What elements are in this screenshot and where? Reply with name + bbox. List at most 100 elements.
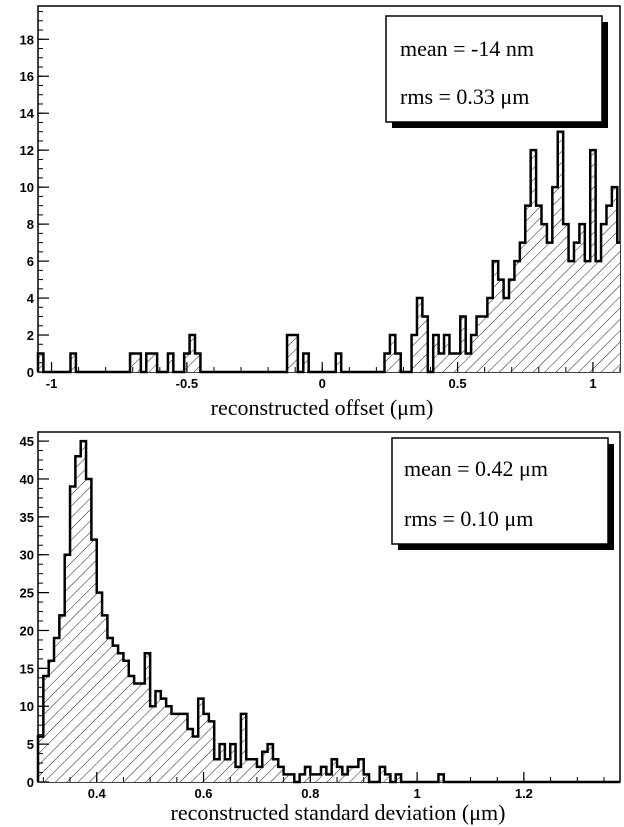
histogram-bar [579, 224, 585, 372]
stats-box [385, 15, 603, 123]
histogram-bar [64, 554, 71, 782]
histogram-bar [476, 316, 482, 372]
y-axis-ticks: 0 5 10 15 20 25 30 35 40 45 [20, 434, 49, 790]
histogram-bar [438, 353, 445, 372]
histogram-bar [139, 683, 145, 782]
x-tick-label: 0.6 [194, 786, 212, 801]
histogram-bar [358, 759, 364, 782]
histogram-bar [422, 316, 428, 372]
offset-histogram-panel: -1 -0.5 0 0.5 1 0 2 4 6 8 10 12 14 16 18 reconstructe… [20, 5, 621, 420]
histogram-bar [48, 660, 55, 782]
histogram-bar [595, 261, 602, 372]
histogram-bar [299, 774, 305, 782]
histogram-bar [123, 660, 129, 782]
histogram-bar [198, 698, 204, 782]
histogram-bar [112, 645, 119, 782]
histogram-bar [287, 335, 293, 372]
x-tick-label: 0 [319, 376, 326, 391]
histogram-bar [235, 766, 241, 782]
histogram-bar [96, 592, 103, 782]
histogram-bar [611, 187, 618, 372]
histogram-bar [38, 736, 44, 782]
histogram-bar [224, 759, 231, 782]
y-tick-label: 20 [20, 623, 34, 638]
histogram-bar [530, 150, 537, 372]
histogram-bar [278, 766, 284, 782]
histogram-bar [283, 774, 289, 782]
histogram-bar [256, 766, 263, 782]
x-tick-label: -1 [46, 376, 58, 391]
histogram-bar [144, 653, 151, 782]
y-tick-label: 14 [20, 106, 35, 121]
histogram-bar [75, 456, 81, 782]
histogram-bar [433, 335, 439, 372]
stats-rms: rms = 0.10 μm [404, 506, 533, 531]
histogram-bar [389, 335, 396, 372]
histogram-bar [320, 766, 327, 782]
histogram-bar [230, 744, 236, 782]
y-tick-label: 5 [27, 737, 34, 752]
histogram-bar [563, 224, 569, 372]
histogram-bar [91, 539, 97, 782]
histogram-bar [310, 774, 316, 782]
histogram-bar [363, 774, 370, 782]
histogram-bar [552, 187, 558, 372]
histogram-bar [189, 335, 196, 372]
y-tick-label: 15 [20, 661, 34, 676]
histogram-bar [492, 261, 499, 372]
histogram-bar [272, 759, 279, 782]
histogram-bar [617, 242, 620, 372]
x-tick-label: 1 [589, 376, 596, 391]
histogram-bar [160, 698, 167, 782]
histogram-bar [444, 335, 450, 372]
histogram-bar [384, 353, 390, 372]
histogram-bar [246, 759, 252, 782]
histogram-bar [86, 478, 92, 782]
histogram-bar [182, 713, 188, 782]
y-tick-label: 2 [27, 328, 34, 343]
histogram-bar [525, 205, 531, 372]
histogram-bar [471, 335, 477, 372]
histogram-bar [379, 766, 386, 782]
histogram-bar [606, 205, 612, 372]
histogram-bar [546, 242, 553, 372]
histogram-bar [590, 150, 596, 372]
histogram-bar [568, 261, 574, 372]
histogram-bar [395, 353, 401, 372]
histogram-bar [171, 713, 177, 782]
y-tick-label: 16 [20, 69, 34, 84]
histogram-bar [251, 759, 257, 782]
x-tick-label: -0.5 [176, 376, 198, 391]
histogram-bar [487, 298, 493, 372]
histogram-bar [219, 744, 225, 782]
x-tick-label: 0.8 [301, 786, 319, 801]
histogram-bar [262, 751, 268, 782]
y-tick-label: 4 [27, 291, 35, 306]
stats-rms: rms = 0.33 μm [400, 84, 529, 109]
y-tick-label: 40 [20, 472, 34, 487]
histogram-bar [240, 713, 247, 782]
histogram-bar [134, 683, 140, 782]
histogram-bar [326, 774, 332, 782]
y-tick-label: 25 [20, 586, 34, 601]
histogram-bar [214, 759, 220, 782]
histogram-bar [70, 353, 76, 372]
histogram-bar [411, 335, 417, 372]
histogram-bar [303, 353, 309, 372]
histogram-bar [107, 638, 113, 782]
histogram-bar [541, 224, 547, 372]
stats-mean: mean = -14 nm [400, 36, 534, 61]
histogram-bar [498, 279, 504, 372]
y-tick-label: 0 [27, 365, 34, 380]
histogram-bar [151, 353, 158, 372]
histogram-bar [438, 774, 444, 782]
x-axis-title: reconstructed standard deviation (μm) [171, 800, 506, 825]
x-axis-title: reconstructed offset (μm) [211, 395, 434, 420]
y-tick-label: 8 [27, 217, 34, 232]
x-axis-ticks: 0.4 0.6 0.8 1 1.2 [42, 772, 605, 801]
stddev-histogram-panel: 0.4 0.6 0.8 1 1.2 0 5 10 15 20 25 30 35 40 45 reconst… [20, 431, 621, 825]
histogram-outline [36, 130, 620, 374]
histogram-bar [195, 353, 201, 372]
histogram-bar [460, 316, 466, 372]
histogram-bars [38, 441, 444, 782]
